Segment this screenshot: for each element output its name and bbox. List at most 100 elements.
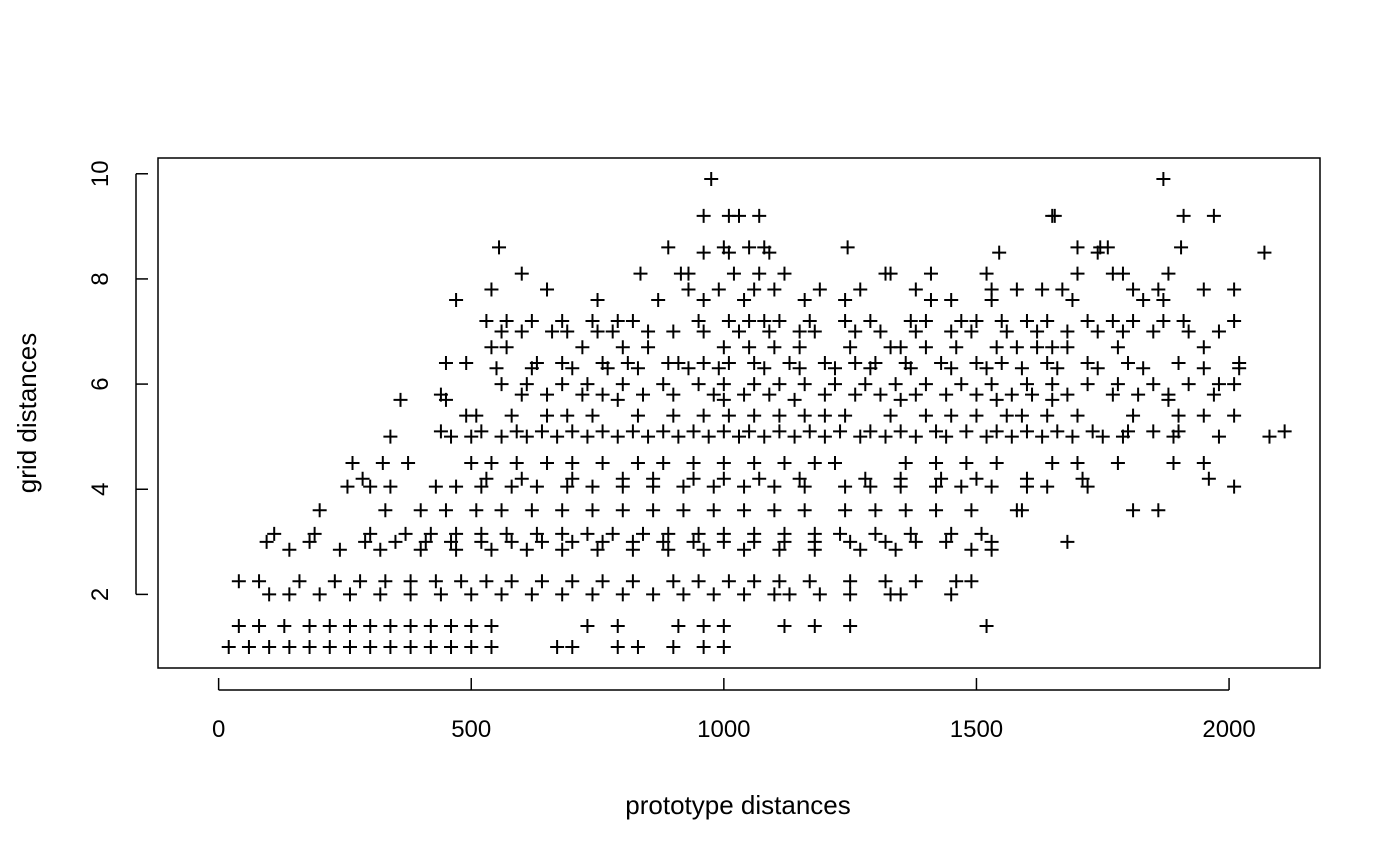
- scatter-point: [696, 324, 711, 339]
- scatter-point: [1110, 455, 1125, 470]
- scatter-point: [403, 618, 418, 633]
- scatter-point: [742, 313, 757, 328]
- scatter-point: [1060, 340, 1075, 355]
- scatter-point: [282, 587, 297, 602]
- scatter-point: [716, 377, 731, 392]
- scatter-point: [1004, 387, 1019, 402]
- scatter-point: [893, 587, 908, 602]
- scatter-point: [984, 479, 999, 494]
- scatter-point: [666, 574, 681, 589]
- scatter-point: [1025, 387, 1040, 402]
- scatter-point: [1040, 408, 1055, 423]
- scatter-point: [777, 534, 792, 549]
- scatter-point: [484, 455, 499, 470]
- scatter-point: [519, 542, 534, 557]
- scatter-point: [954, 377, 969, 392]
- scatter-point: [1040, 313, 1055, 328]
- scatter-point: [373, 587, 388, 602]
- scatter-point: [1090, 361, 1105, 376]
- scatter-point: [550, 639, 565, 654]
- scatter-point: [767, 340, 782, 355]
- scatter-point: [858, 471, 873, 486]
- scatter-point: [307, 526, 322, 541]
- scatter-point: [772, 408, 787, 423]
- scatter-point: [944, 526, 959, 541]
- scatter-point: [691, 526, 706, 541]
- scatter-point: [726, 266, 741, 281]
- scatter-point: [934, 471, 949, 486]
- scatter-point: [1206, 208, 1221, 223]
- scatter-point: [342, 639, 357, 654]
- scatter-point: [686, 471, 701, 486]
- scatter-point: [666, 639, 681, 654]
- scatter-point: [1019, 377, 1034, 392]
- scatter-point: [721, 313, 736, 328]
- scatter-point: [433, 424, 448, 439]
- scatter-point: [1040, 479, 1055, 494]
- scatter-point: [696, 639, 711, 654]
- scatter-point: [1060, 387, 1075, 402]
- scatter-point: [342, 618, 357, 633]
- scatter-point: [838, 292, 853, 307]
- scatter-point: [1014, 503, 1029, 518]
- scatter-point: [322, 618, 337, 633]
- scatter-point: [676, 479, 691, 494]
- y-tick-label: 6: [87, 377, 114, 390]
- scatter-point: [671, 356, 686, 371]
- scatter-point: [1055, 282, 1070, 297]
- scatter-point: [858, 377, 873, 392]
- scatter-point: [838, 313, 853, 328]
- scatter-point: [792, 471, 807, 486]
- scatter-point: [221, 639, 236, 654]
- scatter-point: [853, 542, 868, 557]
- scatter-point: [772, 313, 787, 328]
- scatter-point: [595, 455, 610, 470]
- scatter-point: [893, 424, 908, 439]
- scatter-point: [661, 526, 676, 541]
- scatter-point: [757, 429, 772, 444]
- scatter-point: [681, 361, 696, 376]
- scatter-point: [363, 618, 378, 633]
- scatter-point: [1095, 429, 1110, 444]
- scatter-point: [994, 356, 1009, 371]
- scatter-point: [1105, 313, 1120, 328]
- scatter-point: [449, 542, 464, 557]
- scatter-point: [585, 503, 600, 518]
- scatter-point: [565, 361, 580, 376]
- scatter-point: [302, 639, 317, 654]
- scatter-point: [944, 408, 959, 423]
- scatter-point: [1070, 266, 1085, 281]
- scatter-point: [1176, 313, 1191, 328]
- scatter-point: [979, 618, 994, 633]
- scatter-point: [1047, 208, 1062, 223]
- scatter-point: [787, 392, 802, 407]
- scatter-point: [676, 587, 691, 602]
- scatter-point: [903, 361, 918, 376]
- scatter-point: [792, 324, 807, 339]
- scatter-point: [848, 387, 863, 402]
- scatter-point: [807, 324, 822, 339]
- scatter-point: [1110, 377, 1125, 392]
- scatter-point: [504, 479, 519, 494]
- scatter-point: [1080, 479, 1095, 494]
- scatter-point: [944, 292, 959, 307]
- scatter-point: [903, 313, 918, 328]
- scatter-point: [345, 455, 360, 470]
- scatter-point: [625, 542, 640, 557]
- scatter-point: [939, 429, 954, 444]
- scatter-point: [1070, 455, 1085, 470]
- scatter-point: [999, 324, 1014, 339]
- scatter-point: [1126, 313, 1141, 328]
- scatter-point: [401, 455, 416, 470]
- scatter-point: [565, 639, 580, 654]
- scatter-point: [802, 574, 817, 589]
- scatter-point: [848, 356, 863, 371]
- scatter-point: [1090, 324, 1105, 339]
- scatter-point: [302, 618, 317, 633]
- scatter-point: [524, 361, 539, 376]
- scatter-point: [630, 361, 645, 376]
- scatter-point: [908, 429, 923, 444]
- scatter-point: [787, 429, 802, 444]
- scatter-point: [484, 618, 499, 633]
